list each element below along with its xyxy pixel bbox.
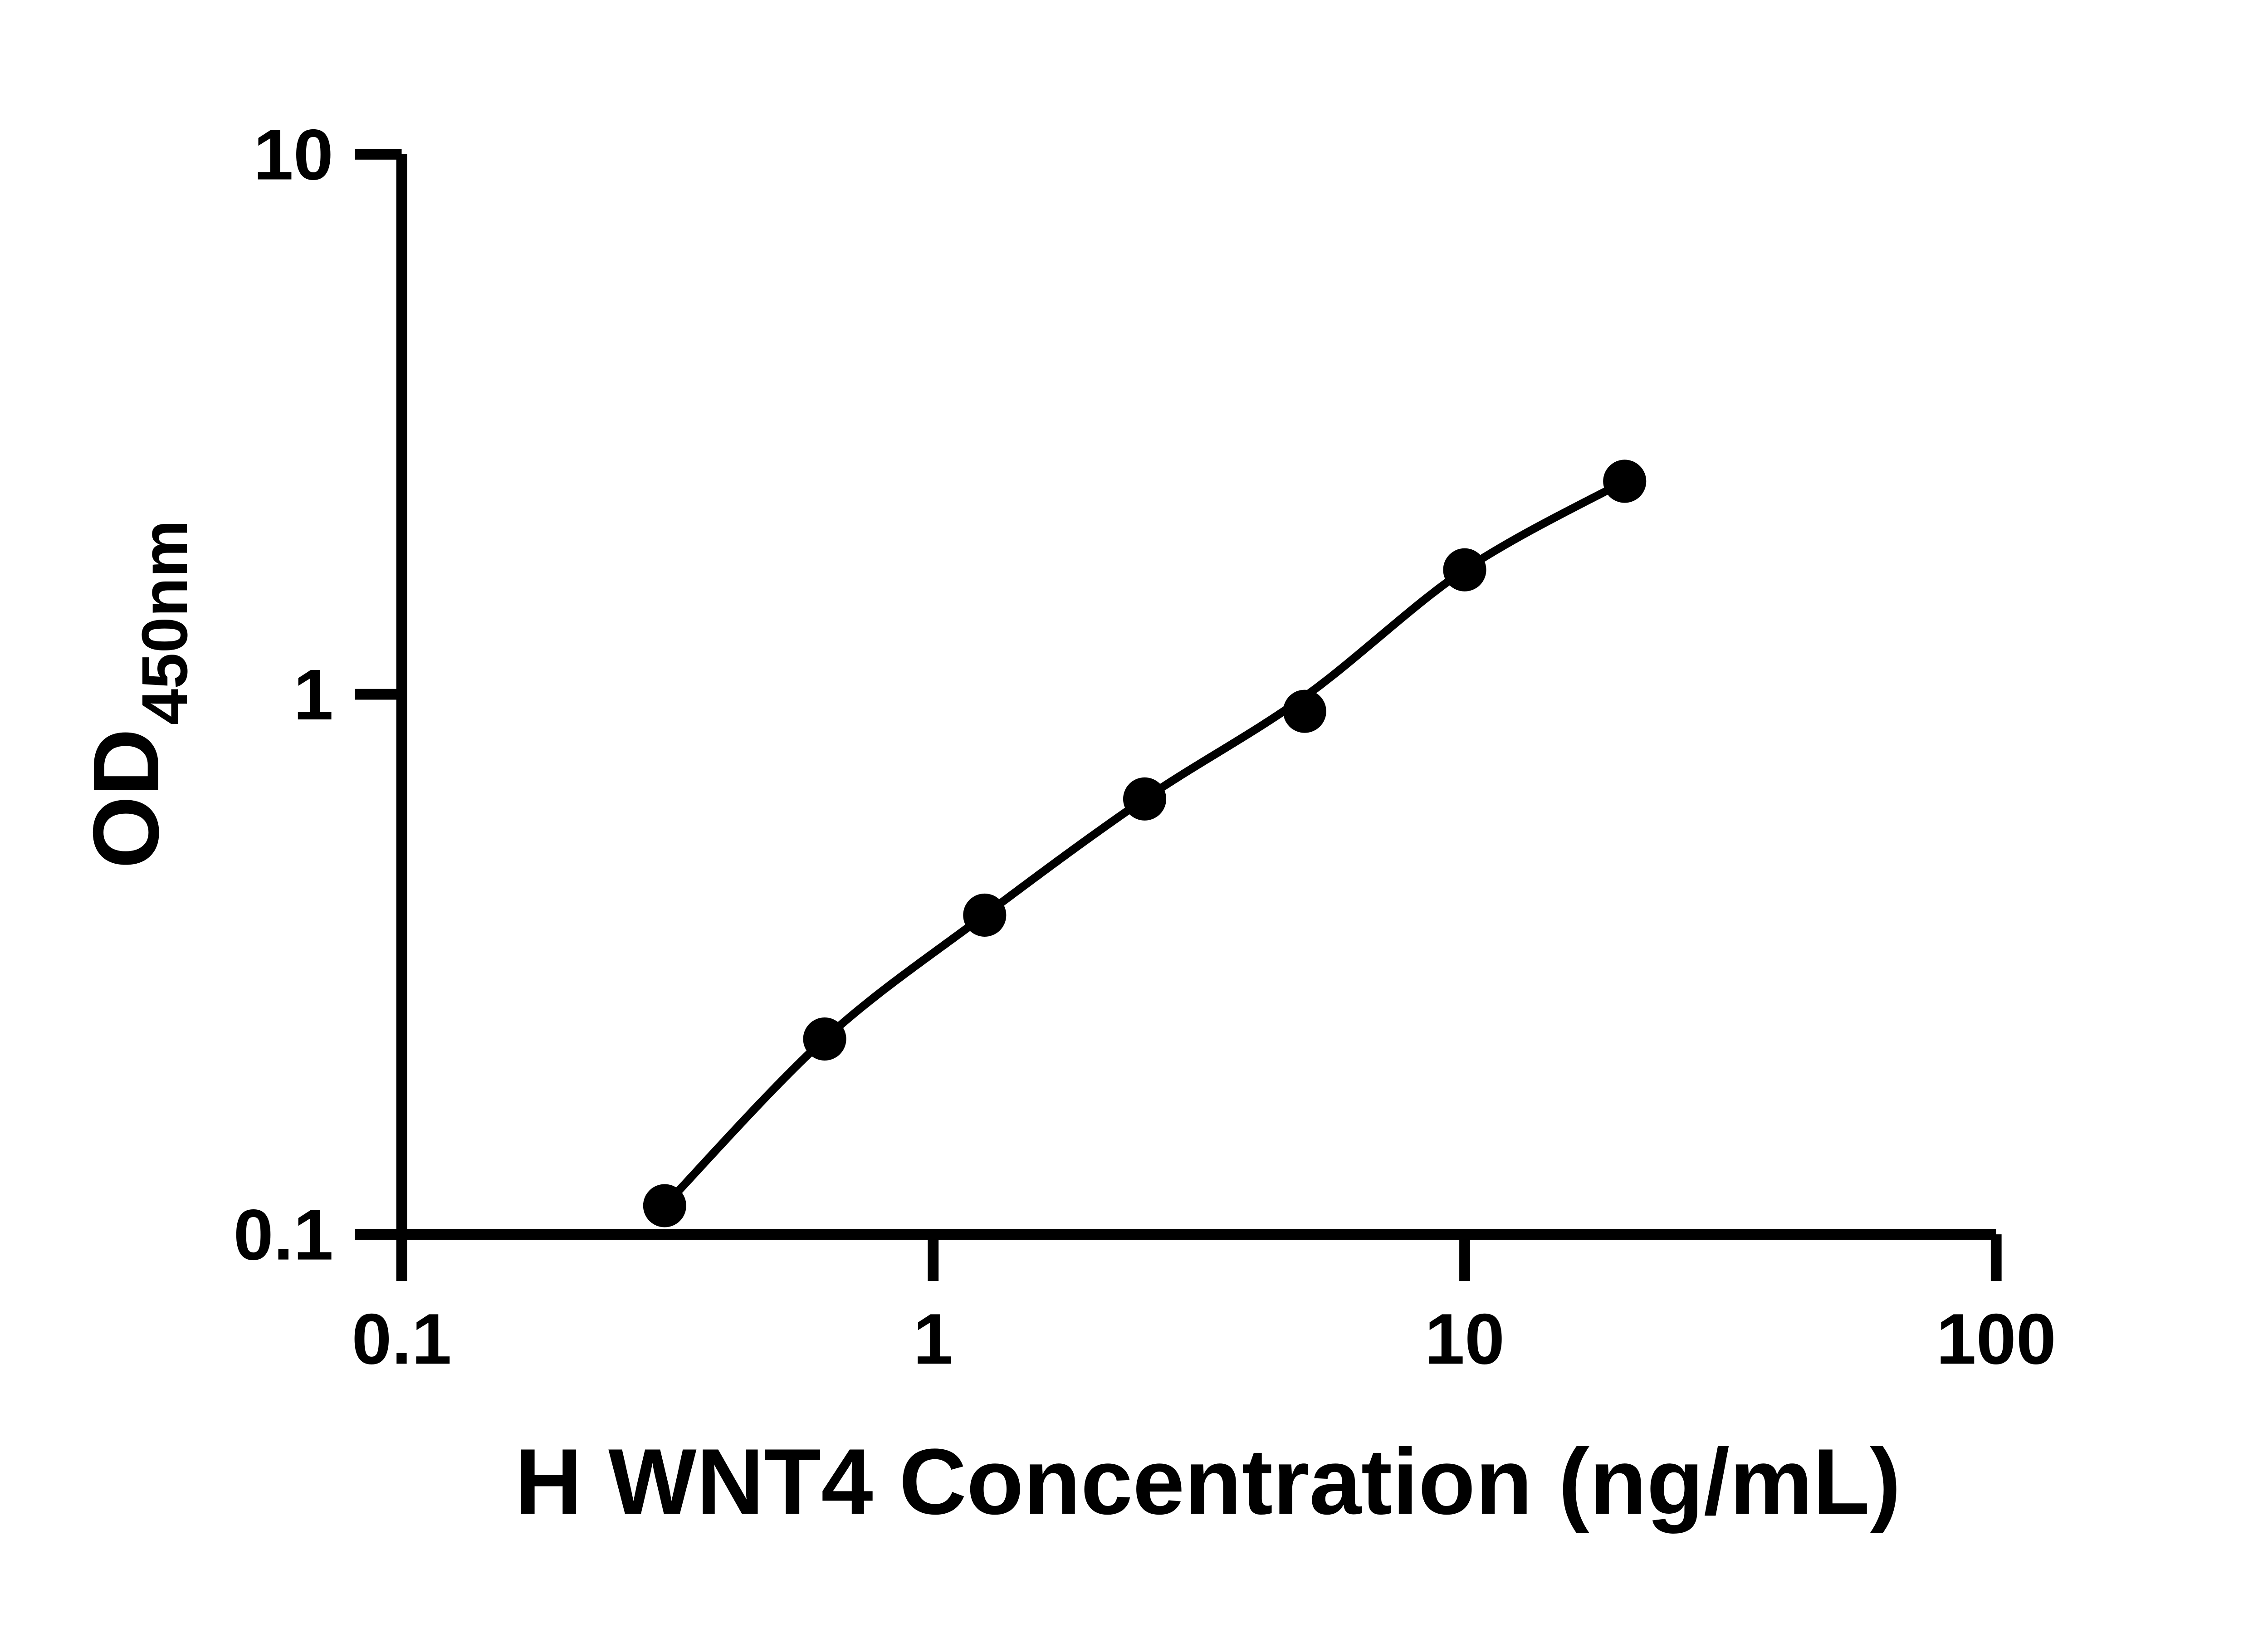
y-axis-title-main: OD — [73, 728, 178, 869]
data-point-1.25 — [963, 893, 1007, 937]
data-point-0.3125 — [643, 1184, 686, 1227]
standard-curve-trend-line — [661, 478, 1627, 1209]
y-axis-title-subscript: 450nm — [129, 520, 201, 725]
data-point-10 — [1443, 548, 1486, 592]
x-axis-ticks — [396, 1234, 2002, 1281]
x-tick-label-1: 1 — [913, 1299, 953, 1379]
y-tick-label-10: 10 — [254, 114, 333, 195]
x-tick-label-10: 10 — [1425, 1299, 1505, 1379]
data-point-20 — [1603, 460, 1647, 503]
y-axis-ticks — [355, 149, 402, 1240]
axes: 0.1 1 10 100 0.1 1 10 — [234, 114, 2056, 1379]
y-axis-tick-labels: 0.1 1 10 — [234, 114, 333, 1275]
data-point-0.625 — [803, 1017, 846, 1061]
data-point-5 — [1283, 689, 1326, 733]
x-axis-title: H WNT4 Concentration (ng/mL) — [515, 1429, 1901, 1534]
y-tick-label-1: 1 — [293, 655, 333, 735]
x-tick-label-100: 100 — [1936, 1299, 2056, 1379]
y-axis-title: OD450nm — [73, 520, 201, 869]
data-points — [643, 460, 1647, 1227]
axis-lines — [396, 154, 1996, 1240]
x-tick-label-0.1: 0.1 — [352, 1299, 451, 1379]
data-point-2.5 — [1123, 777, 1167, 821]
y-tick-label-0.1: 0.1 — [234, 1195, 333, 1275]
x-axis-tick-labels: 0.1 1 10 100 — [352, 1299, 2056, 1379]
